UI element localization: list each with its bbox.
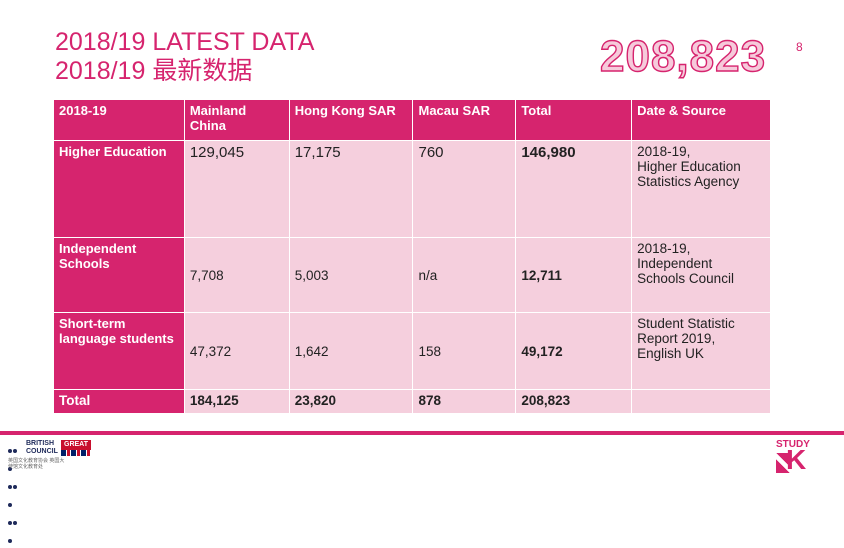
source-line: Report 2019,: [637, 331, 716, 346]
source-line: 2018-19,: [637, 144, 691, 159]
row-label: Short-term language students: [53, 312, 185, 390]
header-cell: Total: [515, 99, 633, 141]
cell-total: 49,172: [515, 312, 633, 390]
cell-mainland: 184,125: [183, 389, 290, 414]
table-header-row: 2018-19 Mainland China Hong Kong SAR Mac…: [53, 99, 771, 141]
source-line: Schools Council: [637, 271, 734, 286]
page-number: 8: [796, 40, 803, 54]
source-line: Student Statistic: [637, 316, 735, 331]
header-cell: Date & Source: [631, 99, 771, 141]
uk-letter: K: [786, 444, 807, 475]
cell-source: Student Statistic Report 2019, English U…: [631, 312, 771, 390]
cell-source: 2018-19, Higher Education Statistics Age…: [631, 140, 771, 238]
cell-macau: 878: [412, 389, 517, 414]
study-text: STUDY: [776, 439, 810, 450]
source-line: Statistics Agency: [637, 174, 740, 189]
row-label: Higher Education: [53, 140, 185, 238]
header-cell: Macau SAR: [412, 99, 517, 141]
source-line: Independent: [637, 256, 713, 271]
cell-macau: n/a: [412, 237, 517, 313]
headline-number: 208,823: [599, 31, 767, 81]
union-flag-icon: [776, 453, 790, 473]
study-uk-logo: STUDY K: [774, 439, 822, 476]
british-council-dots-icon: [8, 440, 22, 548]
great-logo: GREAT: [61, 440, 91, 456]
table-row: Independent Schools 7,708 5,003 n/a 12,7…: [53, 237, 771, 313]
data-table: 2018-19 Mainland China Hong Kong SAR Mac…: [53, 99, 771, 414]
cell-total: 208,823: [515, 389, 633, 414]
cell-hongkong: 17,175: [288, 140, 414, 238]
union-flag-icon: [61, 450, 91, 456]
cell-mainland: 47,372: [183, 312, 290, 390]
row-label: Total: [53, 389, 185, 414]
cell-hongkong: 1,642: [288, 312, 414, 390]
footer-rule: [0, 431, 844, 435]
cell-total: 146,980: [515, 140, 633, 238]
slide-title: 2018/19 LATEST DATA 2018/19 最新数据: [55, 28, 314, 86]
cell-total: 12,711: [515, 237, 633, 313]
great-text: GREAT: [61, 440, 91, 450]
british-council-name-cn: 英国文化教育协会 英国大使馆文化教育处: [8, 458, 65, 470]
source-line: Higher Education: [637, 159, 741, 174]
cell-macau: 158: [412, 312, 517, 390]
source-line: English UK: [637, 346, 704, 361]
row-label: Independent Schools: [53, 237, 185, 313]
cell-source: [631, 389, 771, 414]
title-english: 2018/19 LATEST DATA: [55, 28, 315, 56]
header-cell: Hong Kong SAR: [288, 99, 414, 141]
cell-mainland: 129,045: [183, 140, 290, 238]
table-total-row: Total 184,125 23,820 878 208,823: [53, 389, 771, 414]
title-chinese: 2018/19 最新数据: [55, 57, 253, 85]
table-row: Short-term language students 47,372 1,64…: [53, 312, 771, 390]
british-council-name: BRITISH COUNCIL: [26, 440, 58, 455]
header-cell: Mainland China: [183, 99, 290, 141]
cell-macau: 760: [412, 140, 517, 238]
table-row: Higher Education 129,045 17,175 760 146,…: [53, 140, 771, 238]
cell-source: 2018-19, Independent Schools Council: [631, 237, 771, 313]
cell-mainland: 7,708: [183, 237, 290, 313]
cell-hongkong: 5,003: [288, 237, 414, 313]
source-line: 2018-19,: [637, 241, 691, 256]
header-cell: 2018-19: [53, 99, 185, 141]
cell-hongkong: 23,820: [288, 389, 414, 414]
british-council-logo: BRITISH COUNCIL 英国文化教育协会 英国大使馆文化教育处: [8, 440, 64, 543]
